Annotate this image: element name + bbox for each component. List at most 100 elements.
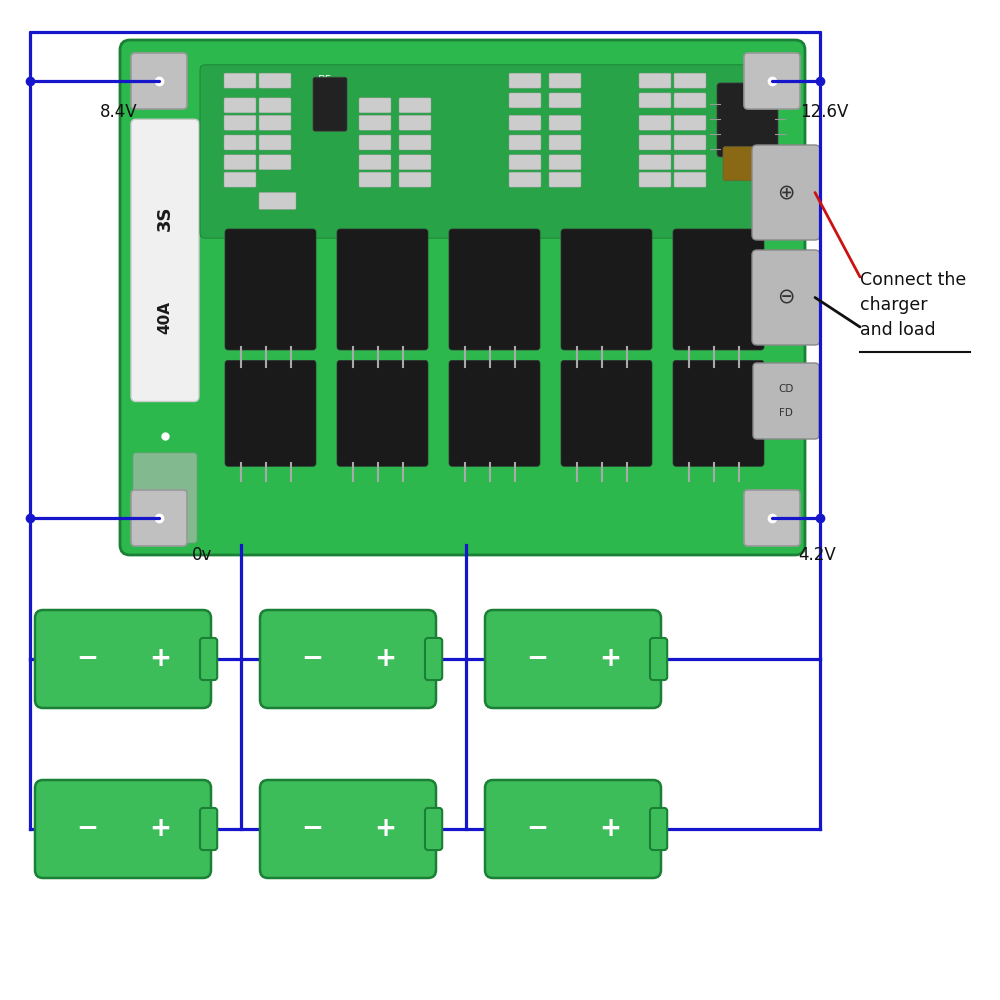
FancyBboxPatch shape (425, 638, 442, 680)
FancyBboxPatch shape (131, 119, 199, 401)
FancyBboxPatch shape (259, 155, 291, 170)
FancyBboxPatch shape (359, 155, 391, 170)
FancyBboxPatch shape (561, 229, 652, 350)
FancyBboxPatch shape (399, 135, 431, 150)
FancyBboxPatch shape (313, 77, 347, 131)
FancyBboxPatch shape (509, 135, 541, 150)
Text: +: + (149, 816, 171, 842)
FancyBboxPatch shape (639, 172, 671, 187)
FancyBboxPatch shape (562, 258, 651, 292)
FancyBboxPatch shape (549, 172, 581, 187)
FancyBboxPatch shape (226, 258, 315, 292)
FancyBboxPatch shape (549, 115, 581, 130)
FancyBboxPatch shape (650, 638, 667, 680)
Text: +: + (149, 646, 171, 672)
Text: 8.4V: 8.4V (100, 103, 138, 121)
Text: 4.2V: 4.2V (798, 546, 836, 564)
Text: +: + (599, 816, 621, 842)
Text: ⊕: ⊕ (777, 182, 795, 202)
FancyBboxPatch shape (224, 135, 256, 150)
FancyBboxPatch shape (224, 172, 256, 187)
FancyBboxPatch shape (674, 73, 706, 88)
Text: +: + (374, 646, 396, 672)
FancyBboxPatch shape (225, 360, 316, 466)
FancyBboxPatch shape (133, 453, 197, 543)
FancyBboxPatch shape (399, 98, 431, 113)
Text: BF: BF (318, 75, 332, 85)
Text: ⊖: ⊖ (777, 288, 795, 308)
Text: −: − (302, 816, 324, 842)
Text: −: − (527, 816, 549, 842)
FancyBboxPatch shape (399, 172, 431, 187)
FancyBboxPatch shape (639, 115, 671, 130)
FancyBboxPatch shape (549, 135, 581, 150)
FancyBboxPatch shape (359, 135, 391, 150)
FancyBboxPatch shape (359, 98, 391, 113)
Text: −: − (527, 646, 549, 672)
Text: CD: CD (778, 384, 794, 394)
FancyBboxPatch shape (639, 135, 671, 150)
FancyBboxPatch shape (674, 135, 706, 150)
FancyBboxPatch shape (485, 780, 661, 878)
FancyBboxPatch shape (35, 780, 211, 878)
FancyBboxPatch shape (259, 73, 291, 88)
FancyBboxPatch shape (131, 53, 187, 109)
FancyBboxPatch shape (200, 638, 217, 680)
FancyBboxPatch shape (449, 229, 540, 350)
Text: 12.6V: 12.6V (800, 103, 848, 121)
FancyBboxPatch shape (200, 808, 217, 850)
FancyBboxPatch shape (260, 610, 436, 708)
FancyBboxPatch shape (450, 258, 539, 292)
FancyBboxPatch shape (120, 40, 805, 555)
Text: 3S: 3S (156, 206, 174, 231)
FancyBboxPatch shape (673, 229, 764, 350)
FancyBboxPatch shape (674, 258, 763, 292)
FancyBboxPatch shape (744, 490, 800, 546)
FancyBboxPatch shape (674, 155, 706, 170)
FancyBboxPatch shape (674, 384, 763, 416)
FancyBboxPatch shape (509, 73, 541, 88)
FancyBboxPatch shape (561, 360, 652, 466)
FancyBboxPatch shape (224, 115, 256, 130)
FancyBboxPatch shape (509, 155, 541, 170)
FancyBboxPatch shape (359, 115, 391, 130)
FancyBboxPatch shape (744, 53, 800, 109)
Text: +: + (599, 646, 621, 672)
FancyBboxPatch shape (674, 172, 706, 187)
FancyBboxPatch shape (131, 490, 187, 546)
FancyBboxPatch shape (337, 360, 428, 466)
FancyBboxPatch shape (549, 93, 581, 108)
Text: −: − (77, 646, 99, 672)
Text: 0v: 0v (192, 546, 212, 564)
FancyBboxPatch shape (450, 384, 539, 416)
FancyBboxPatch shape (650, 808, 667, 850)
FancyBboxPatch shape (35, 610, 211, 708)
FancyBboxPatch shape (224, 73, 256, 88)
FancyBboxPatch shape (509, 115, 541, 130)
FancyBboxPatch shape (549, 73, 581, 88)
Text: +: + (374, 816, 396, 842)
FancyBboxPatch shape (717, 83, 778, 157)
FancyBboxPatch shape (338, 258, 427, 292)
FancyBboxPatch shape (752, 145, 820, 240)
FancyBboxPatch shape (226, 384, 315, 416)
FancyBboxPatch shape (259, 135, 291, 150)
FancyBboxPatch shape (399, 155, 431, 170)
FancyBboxPatch shape (224, 155, 256, 170)
FancyBboxPatch shape (359, 172, 391, 187)
FancyBboxPatch shape (509, 93, 541, 108)
FancyBboxPatch shape (449, 360, 540, 466)
FancyBboxPatch shape (639, 73, 671, 88)
FancyBboxPatch shape (259, 192, 296, 209)
FancyBboxPatch shape (674, 93, 706, 108)
FancyBboxPatch shape (485, 610, 661, 708)
FancyBboxPatch shape (399, 115, 431, 130)
FancyBboxPatch shape (753, 363, 819, 439)
Text: −: − (302, 646, 324, 672)
FancyBboxPatch shape (425, 808, 442, 850)
FancyBboxPatch shape (562, 384, 651, 416)
FancyBboxPatch shape (224, 98, 256, 113)
Text: Connect the
charger
and load: Connect the charger and load (860, 271, 966, 339)
FancyBboxPatch shape (225, 229, 316, 350)
FancyBboxPatch shape (200, 65, 762, 238)
